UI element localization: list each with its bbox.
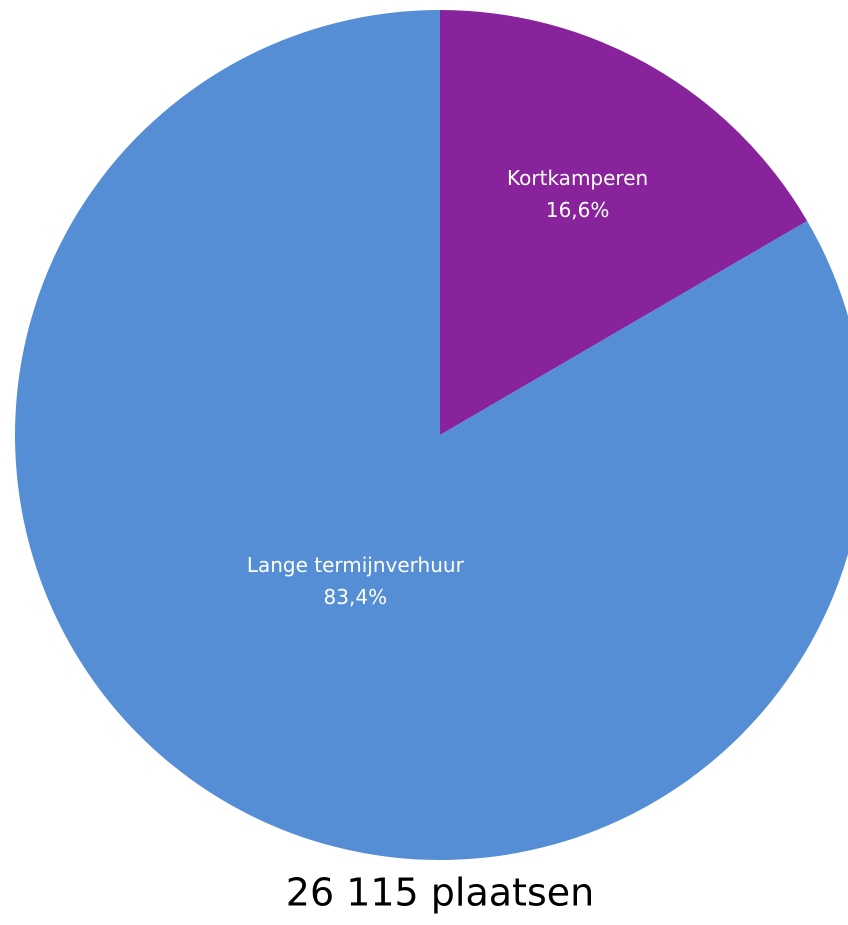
slice-value: 83,4% — [324, 585, 388, 609]
slice-category: Kortkamperen — [507, 166, 648, 190]
pie-slice — [440, 10, 808, 435]
pie-slice — [14, 10, 848, 860]
slice-value: 16,6% — [546, 198, 610, 222]
slice-category: Lange termijnverhuur — [247, 553, 465, 577]
caption: 26 115 plaatsen — [286, 871, 594, 915]
